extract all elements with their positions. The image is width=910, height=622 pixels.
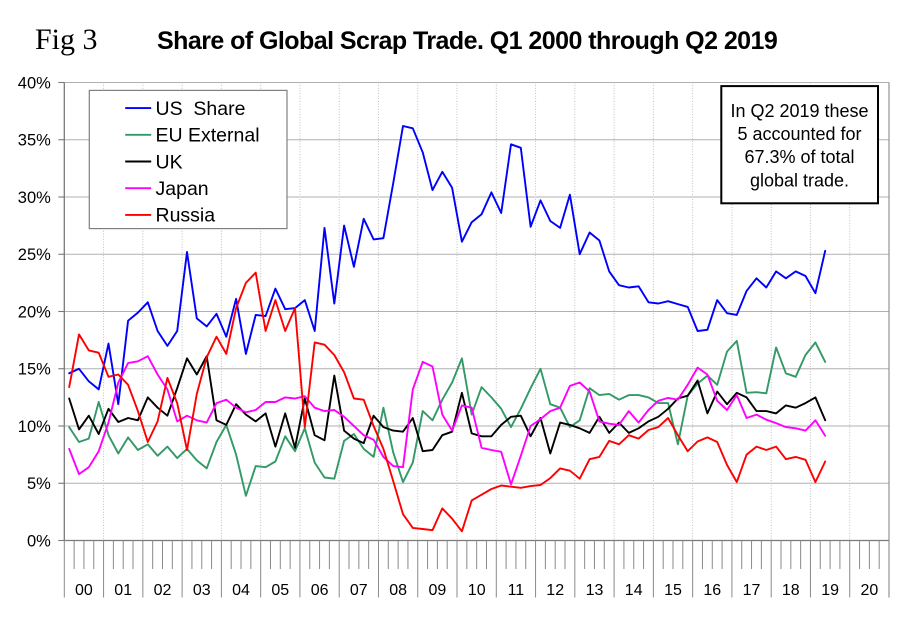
svg-text:35%: 35% [18,132,51,150]
svg-text:EU External: EU External [156,125,260,147]
svg-text:global trade.: global trade. [750,170,849,190]
svg-text:00: 00 [75,582,93,599]
svg-text:40%: 40% [18,74,51,92]
svg-text:10%: 10% [18,418,51,436]
svg-text:19: 19 [821,582,839,599]
svg-text:Japan: Japan [156,178,209,200]
svg-text:15%: 15% [18,361,51,379]
svg-text:18: 18 [782,582,800,599]
svg-text:02: 02 [154,582,172,599]
svg-text:09: 09 [429,582,447,599]
svg-text:20%: 20% [18,303,51,321]
svg-text:5 accounted for: 5 accounted for [737,124,861,144]
svg-text:04: 04 [232,582,250,599]
svg-text:14: 14 [625,582,643,599]
svg-text:US Share: US Share [156,98,246,120]
svg-text:07: 07 [350,582,368,599]
svg-text:10: 10 [468,582,486,599]
svg-text:Russia: Russia [156,205,216,227]
svg-text:12: 12 [546,582,564,599]
svg-text:08: 08 [389,582,407,599]
svg-text:25%: 25% [18,246,51,264]
svg-text:15: 15 [664,582,682,599]
svg-text:30%: 30% [18,189,51,207]
svg-text:67.3% of total: 67.3% of total [744,147,854,167]
svg-text:5%: 5% [27,475,51,493]
svg-text:16: 16 [703,582,721,599]
svg-text:UK: UK [156,151,183,173]
svg-text:05: 05 [271,582,289,599]
svg-text:11: 11 [508,582,525,599]
svg-text:06: 06 [311,582,329,599]
svg-text:03: 03 [193,582,211,599]
svg-text:0%: 0% [27,532,51,550]
svg-text:17: 17 [743,582,761,599]
svg-text:13: 13 [586,582,604,599]
svg-text:In Q2 2019 these: In Q2 2019 these [730,101,868,121]
svg-text:20: 20 [861,582,879,599]
svg-text:01: 01 [114,582,132,599]
